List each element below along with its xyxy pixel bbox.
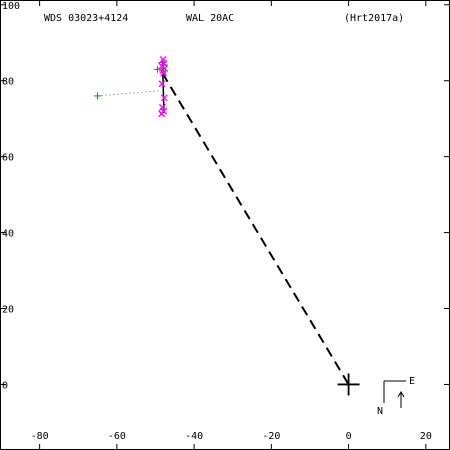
y-tick-label: 40: [2, 229, 14, 240]
compass-north-label: N: [377, 406, 383, 417]
y-tick-label: 0: [2, 380, 8, 391]
y-tick-label: 20: [2, 305, 14, 316]
compass-arrow-head-icon: [397, 391, 405, 398]
node-line: [161, 72, 350, 385]
header-middle: WAL 20AC: [186, 13, 234, 24]
magenta-point-b: [160, 69, 168, 77]
magenta-point-b: [158, 110, 166, 118]
x-tick-label: -20: [262, 431, 280, 442]
magenta-point: [158, 80, 166, 88]
residual-line: [97, 90, 161, 97]
green-point: [94, 92, 102, 100]
green-point: [153, 65, 161, 73]
magenta-point: [158, 110, 166, 118]
magenta-point: [160, 94, 168, 102]
header-right: (Hrt2017a): [344, 13, 404, 24]
x-tick-label: -60: [108, 431, 126, 442]
magenta-point-b: [160, 94, 168, 102]
x-tick-label: -40: [185, 431, 203, 442]
x-tick-label: 0: [346, 431, 352, 442]
magenta-point-b: [159, 67, 167, 74]
primary-star-marker: [337, 373, 360, 396]
magenta-point: [160, 69, 168, 77]
x-tick-label: -80: [31, 431, 49, 442]
y-tick-label: 60: [2, 153, 14, 164]
y-tick-label: 80: [2, 77, 14, 88]
x-tick-label: 20: [420, 431, 432, 442]
y-tick-label: 100: [2, 1, 20, 12]
magenta-point-b: [158, 103, 166, 111]
magenta-point-b: [158, 80, 166, 88]
header-left: WDS 03023+4124: [44, 13, 128, 24]
compass-east-label: E: [409, 376, 415, 387]
magenta-point: [158, 103, 166, 111]
compass: E N: [377, 376, 415, 417]
